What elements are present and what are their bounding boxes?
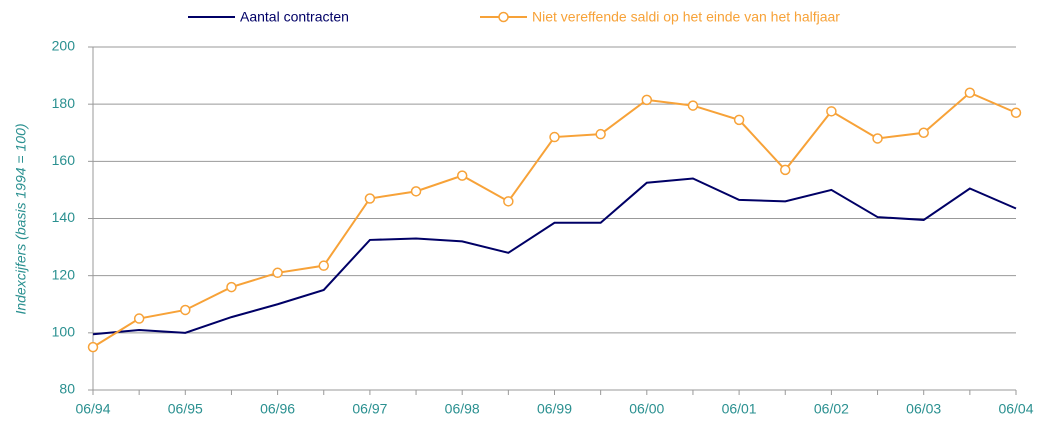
y-tick-label: 160 <box>52 152 76 168</box>
y-tick-label: 120 <box>52 266 76 282</box>
legend-label: Aantal contracten <box>240 9 349 25</box>
marker <box>364 193 376 204</box>
marker <box>733 114 745 126</box>
marker <box>595 128 606 140</box>
y-tick-label: 180 <box>52 95 76 111</box>
marker <box>503 196 514 207</box>
marker <box>87 341 99 353</box>
x-tick-label: 06/94 <box>75 401 110 417</box>
x-tick-label: 06/97 <box>352 401 387 417</box>
marker <box>133 313 145 324</box>
y-tick-label: 140 <box>52 209 76 225</box>
marker <box>180 304 191 316</box>
marker <box>687 100 699 111</box>
marker <box>641 94 653 106</box>
marker <box>226 281 237 293</box>
marker <box>1010 107 1022 118</box>
y-tick-label: 200 <box>52 38 76 54</box>
x-tick-label: 06/03 <box>906 401 941 417</box>
marker <box>872 133 883 144</box>
x-tick-label: 06/02 <box>814 401 849 417</box>
marker <box>964 87 976 98</box>
marker <box>410 186 422 197</box>
marker <box>826 106 837 117</box>
x-tick-label: 06/99 <box>537 401 572 417</box>
x-tick-label: 06/00 <box>629 401 664 417</box>
x-tick-label: 06/01 <box>722 401 757 417</box>
marker <box>318 260 329 271</box>
marker <box>918 127 929 138</box>
marker <box>456 170 468 181</box>
legend-label: Niet vereffende saldi op het einde van h… <box>532 9 840 25</box>
x-tick-label: 06/98 <box>445 401 480 417</box>
y-axis-label: Indexcijfers (basis 1994 = 100) <box>13 123 29 314</box>
x-tick-label: 06/95 <box>168 401 203 417</box>
y-tick-label: 100 <box>52 324 76 340</box>
marker <box>549 131 560 143</box>
y-tick-label: 80 <box>59 381 75 397</box>
marker <box>780 164 791 176</box>
marker <box>272 267 283 279</box>
x-tick-label: 06/96 <box>260 401 295 417</box>
x-tick-label: 06/04 <box>998 401 1033 417</box>
series-line <box>92 177 1017 336</box>
legend-marker <box>498 11 509 23</box>
series-line <box>92 91 1017 348</box>
